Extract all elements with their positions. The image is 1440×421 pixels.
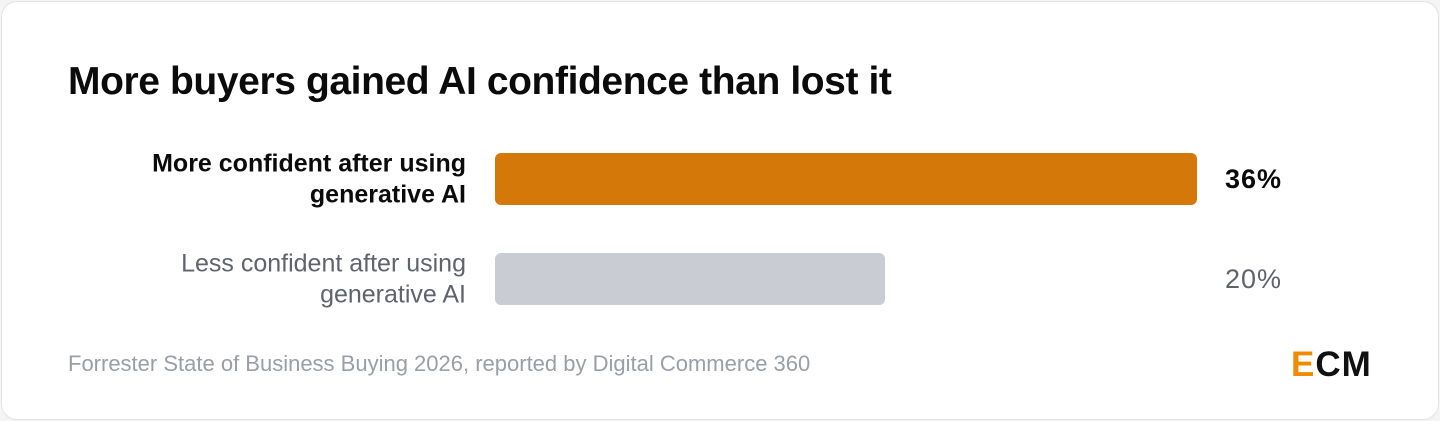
ecm-logo: ECM (1291, 345, 1372, 385)
logo-text: CM (1315, 345, 1372, 384)
source-note: Forrester State of Business Buying 2026,… (68, 351, 811, 376)
chart-title: More buyers gained AI confidence than lo… (68, 60, 892, 103)
value-label-2: 20% (1225, 264, 1282, 294)
logo-accent-letter: E (1291, 345, 1316, 384)
bar-1 (495, 153, 1197, 205)
bar-2 (495, 253, 885, 305)
category-label-2: Less confident after using generative AI (181, 250, 466, 309)
category-label-1: More confident after using generative AI (152, 150, 466, 209)
value-label-1: 36% (1225, 164, 1282, 194)
